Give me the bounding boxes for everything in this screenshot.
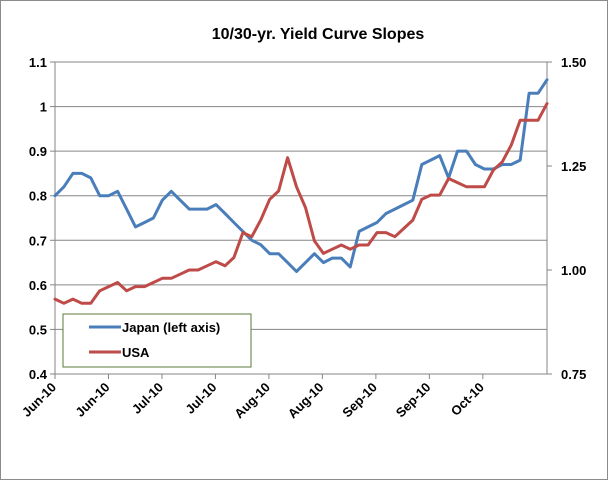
legend: Japan (left axis) USA (62, 313, 252, 368)
x-tick-label: Jun-10 (72, 380, 112, 420)
y-right-tick-label: 0.75 (561, 367, 586, 382)
chart-title: 10/30-yr. Yield Curve Slopes (212, 26, 425, 43)
y-left-tick-label: 1 (40, 100, 47, 115)
y-left-tick-label: 0.7 (29, 233, 47, 248)
y-right-tick-label: 1.50 (561, 55, 586, 70)
y-left-tick-label: 0.8 (29, 189, 47, 204)
series-line-japan (53, 78, 549, 273)
x-tick-label: Oct-10 (448, 380, 487, 419)
y-right-tick-label: 1.00 (561, 263, 586, 278)
legend-label-japan: Japan (left axis) (122, 320, 220, 335)
x-tick-label: Jul-10 (182, 380, 219, 417)
y-left-tick-label: 0.9 (29, 144, 47, 159)
x-tick-label: Jun-10 (19, 380, 59, 420)
x-tick-label: Aug-10 (285, 380, 327, 422)
x-tick-label: Aug-10 (231, 380, 273, 422)
x-tick-label: Sep-10 (339, 380, 380, 421)
x-tick-label: Jul-10 (129, 380, 166, 417)
series-lines (53, 78, 549, 305)
x-tick-label: Sep-10 (393, 380, 434, 421)
y-left-tick-label: 0.5 (29, 322, 47, 337)
y-left-tick-label: 1.1 (29, 55, 47, 70)
series-line-usa (53, 102, 549, 305)
y-right-tick-label: 1.25 (561, 159, 586, 174)
y-left-tick-label: 0.4 (29, 367, 48, 382)
legend-label-usa: USA (122, 345, 150, 360)
legend-box (62, 313, 252, 368)
y-left-tick-label: 0.6 (29, 278, 47, 293)
